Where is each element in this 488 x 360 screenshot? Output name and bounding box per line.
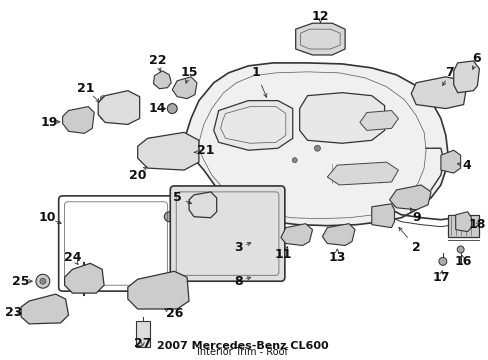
Text: 19: 19 [40,116,58,129]
Text: 24: 24 [63,251,81,264]
Bar [447,215,478,237]
Text: 21: 21 [77,82,94,95]
Text: 9: 9 [411,211,420,224]
Polygon shape [172,77,197,99]
Circle shape [438,257,446,265]
Bar [136,321,149,347]
Text: 26: 26 [165,307,183,320]
Text: 8: 8 [234,275,242,288]
Polygon shape [127,271,189,309]
Polygon shape [62,107,94,133]
Circle shape [40,278,46,284]
Polygon shape [64,264,104,293]
Circle shape [292,158,297,163]
Polygon shape [21,294,68,324]
Text: 11: 11 [274,248,291,261]
Polygon shape [322,224,354,246]
Circle shape [148,159,154,165]
Text: 13: 13 [328,251,345,264]
Text: 17: 17 [431,271,449,284]
Text: 20: 20 [129,168,146,181]
Text: 21: 21 [197,144,214,157]
Text: 10: 10 [38,211,56,224]
Text: 3: 3 [234,241,242,254]
Circle shape [251,269,261,279]
Text: 6: 6 [471,53,480,66]
Text: 18: 18 [468,218,485,231]
Bar [27,302,62,320]
Text: 15: 15 [180,66,197,79]
Polygon shape [153,71,171,89]
FancyBboxPatch shape [170,186,285,281]
Polygon shape [183,63,447,226]
Text: 23: 23 [4,306,22,319]
Polygon shape [326,162,398,185]
Text: 1: 1 [251,66,260,79]
Polygon shape [455,212,470,231]
Circle shape [251,235,261,244]
Text: 7: 7 [445,66,453,79]
Circle shape [148,137,154,143]
Text: 2007 Mercedes-Benz CL600: 2007 Mercedes-Benz CL600 [156,341,327,351]
Text: Interior Trim - Roof: Interior Trim - Roof [197,347,287,357]
Circle shape [164,212,174,222]
Polygon shape [98,91,140,125]
Circle shape [183,159,190,165]
Text: 5: 5 [172,192,181,204]
Circle shape [131,96,138,102]
Polygon shape [299,93,384,143]
Text: 27: 27 [134,337,151,350]
Circle shape [167,104,177,113]
Circle shape [100,96,106,102]
Circle shape [131,113,138,120]
Circle shape [314,145,320,151]
Text: 22: 22 [148,54,166,67]
Text: 16: 16 [454,255,471,268]
Text: 12: 12 [311,10,328,23]
Circle shape [456,246,463,253]
Text: 14: 14 [148,102,166,115]
Polygon shape [189,192,216,218]
Text: 4: 4 [461,159,470,172]
Polygon shape [359,111,398,130]
Polygon shape [280,224,312,246]
Polygon shape [440,150,460,173]
Text: 2: 2 [411,241,420,254]
Circle shape [36,274,50,288]
Polygon shape [213,100,292,150]
Polygon shape [410,77,465,109]
Polygon shape [371,204,394,228]
Polygon shape [295,23,345,55]
Polygon shape [138,132,199,170]
Polygon shape [389,185,430,210]
Circle shape [100,113,106,120]
Circle shape [183,137,190,143]
Polygon shape [453,61,478,93]
Text: 25: 25 [12,275,30,288]
